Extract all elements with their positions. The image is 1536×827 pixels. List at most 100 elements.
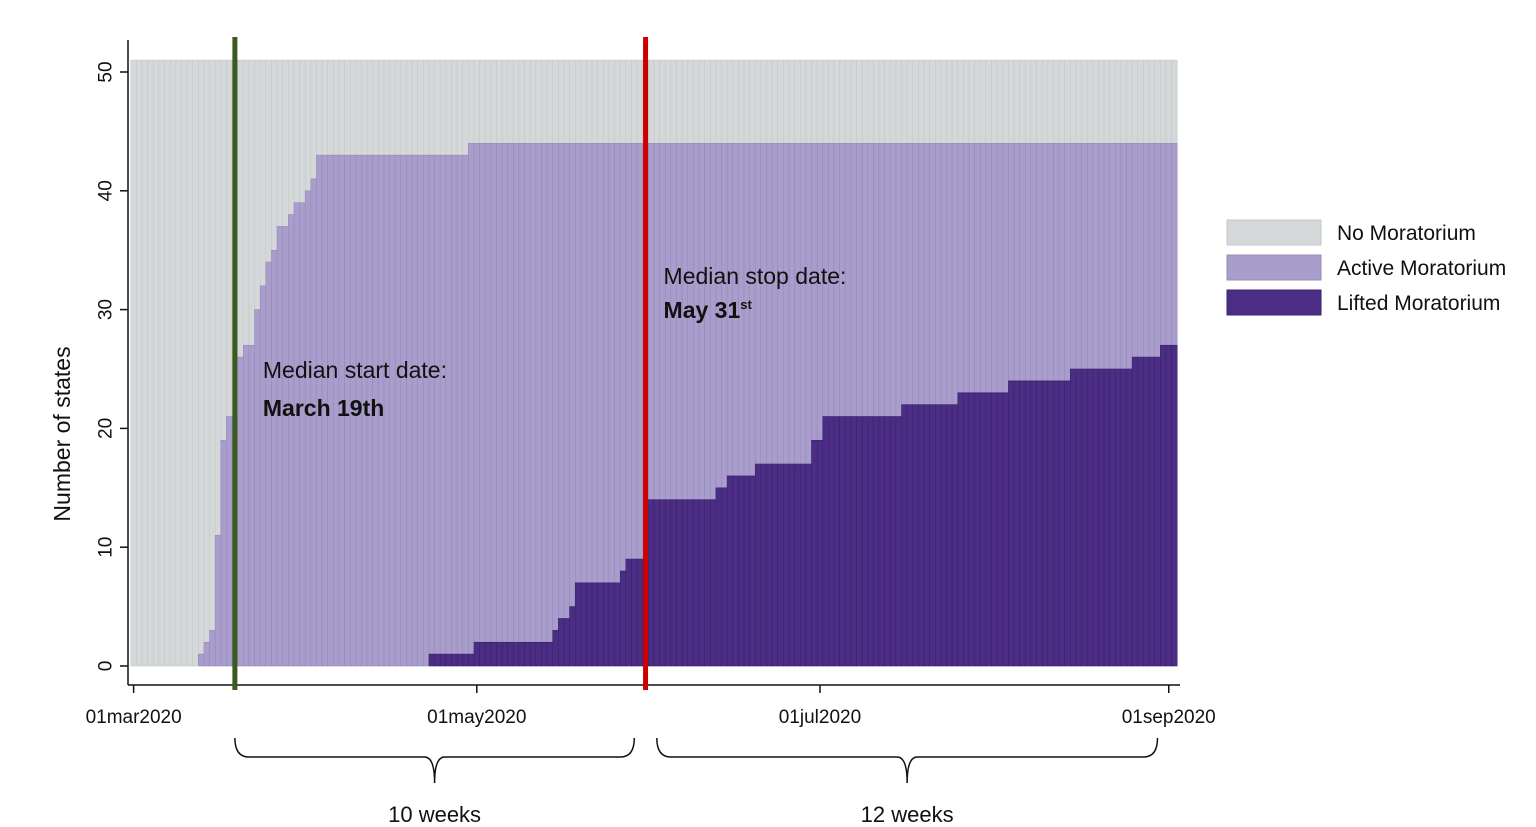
bar-no-moratorium-2020-04-01 (304, 59, 312, 192)
bar-no-moratorium-2020-08-31 (1160, 59, 1167, 144)
bar-no-moratorium-2020-08-06 (1019, 59, 1026, 144)
bar-no-moratorium-2020-04-06 (333, 59, 340, 156)
legend-label-0: No Moratorium (1337, 222, 1476, 245)
bar-no-moratorium-2020-06-16 (732, 59, 739, 144)
bar-no-moratorium-2020-07-02 (822, 59, 829, 144)
bar-no-moratorium-2020-03-09 (175, 59, 182, 667)
bar-active-moratorium-2020-04-20 (411, 154, 419, 667)
bar-no-moratorium-2020-03-07 (164, 59, 171, 667)
bar-active-moratorium-2020-08-12 (1053, 142, 1060, 382)
bar-active-moratorium-2020-06-29 (805, 142, 812, 465)
bar-no-moratorium-2020-05-17 (563, 59, 570, 144)
bar-lifted-moratorium-2020-05-11 (529, 641, 537, 667)
bar-active-moratorium-2020-07-16 (901, 142, 908, 405)
bar-no-moratorium-2020-03-01 (130, 59, 137, 667)
bar-lifted-moratorium-2020-06-05 (670, 499, 677, 667)
bar-lifted-moratorium-2020-07-30 (979, 392, 987, 667)
bar-lifted-moratorium-2020-05-15 (552, 630, 559, 667)
annotation-label-stop: Median stop date: (664, 263, 847, 289)
bar-active-moratorium-2020-08-14 (1064, 142, 1071, 382)
bar-active-moratorium-2020-05-03 (484, 142, 492, 643)
bar-no-moratorium-2020-06-11 (704, 59, 711, 144)
bar-active-moratorium-2020-04-01 (304, 190, 312, 667)
bar-active-moratorium-2020-04-21 (417, 154, 424, 667)
bar-no-moratorium-2020-03-13 (198, 59, 205, 655)
bar-active-moratorium-2020-06-23 (771, 142, 779, 465)
bar-active-moratorium-2020-05-28 (625, 142, 632, 560)
bar-active-moratorium-2020-07-28 (968, 142, 975, 394)
bar-no-moratorium-2020-08-17 (1081, 59, 1088, 144)
bar-lifted-moratorium-2020-04-26 (445, 653, 452, 667)
bar-lifted-moratorium-2020-07-08 (856, 416, 863, 667)
bar-no-moratorium-2020-04-28 (456, 59, 464, 156)
bar-no-moratorium-2020-07-29 (974, 59, 981, 144)
bar-active-moratorium-2020-06-21 (760, 142, 767, 465)
bar-active-moratorium-2020-05-02 (479, 142, 486, 643)
bar-active-moratorium-2020-06-20 (754, 142, 762, 465)
bar-active-moratorium-2020-05-01 (473, 142, 480, 643)
bar-no-moratorium-2020-06-23 (771, 59, 779, 144)
bar-no-moratorium-2020-04-18 (400, 59, 407, 156)
bar-lifted-moratorium-2020-06-30 (811, 439, 818, 667)
bar-no-moratorium-2020-07-16 (901, 59, 908, 144)
bar-no-moratorium-2020-05-28 (625, 59, 632, 144)
bar-active-moratorium-2020-08-09 (1036, 142, 1043, 382)
x-tick-label-01sep2020: 01sep2020 (1122, 707, 1216, 728)
bar-active-moratorium-2020-05-30 (636, 142, 644, 560)
bar-no-moratorium-2020-08-01 (991, 59, 998, 144)
bar-no-moratorium-2020-08-16 (1075, 59, 1082, 144)
bar-active-moratorium-2020-05-26 (614, 142, 621, 584)
bar-lifted-moratorium-2020-07-28 (968, 392, 975, 667)
bar-lifted-moratorium-2020-07-05 (839, 416, 846, 667)
bar-active-moratorium-2020-08-26 (1131, 142, 1139, 358)
bar-no-moratorium-2020-03-31 (299, 59, 306, 203)
bar-lifted-moratorium-2020-05-02 (479, 641, 486, 667)
annotation-label-start: Median start date: (263, 357, 447, 383)
bar-no-moratorium-2020-08-04 (1008, 59, 1015, 144)
legend: No Moratorium Active Moratorium Lifted Mor… (1226, 219, 1506, 316)
bar-no-moratorium-2020-05-30 (636, 59, 644, 144)
bar-active-moratorium-2020-08-05 (1013, 142, 1020, 382)
bar-no-moratorium-2020-07-04 (833, 59, 840, 144)
bar-active-moratorium-2020-05-22 (591, 142, 599, 584)
bar-lifted-moratorium-2020-04-28 (456, 653, 464, 667)
legend-swatch-1 (1226, 254, 1322, 281)
bar-no-moratorium-2020-08-29 (1148, 59, 1155, 144)
bar-no-moratorium-2020-06-25 (783, 59, 790, 144)
bar-lifted-moratorium-2020-05-20 (580, 582, 587, 667)
bar-no-moratorium-2020-06-01 (648, 59, 655, 144)
bar-no-moratorium-2020-05-11 (529, 59, 537, 144)
bar-active-moratorium-2020-08-10 (1041, 142, 1049, 382)
bar-no-moratorium-2020-05-22 (591, 59, 599, 144)
bar-lifted-moratorium-2020-06-19 (749, 475, 756, 667)
bar-no-moratorium-2020-08-10 (1041, 59, 1049, 144)
bar-lifted-moratorium-2020-05-17 (563, 618, 570, 667)
bar-active-moratorium-2020-08-15 (1069, 142, 1077, 370)
bar-active-moratorium-2020-05-15 (552, 142, 559, 631)
bar-no-moratorium-2020-03-12 (192, 59, 199, 667)
bar-active-moratorium-2020-03-31 (299, 202, 306, 667)
bar-no-moratorium-2020-08-25 (1126, 59, 1133, 144)
bar-active-moratorium-2020-06-27 (794, 142, 801, 465)
bar-active-moratorium-2020-04-16 (389, 154, 396, 667)
bar-lifted-moratorium-2020-06-14 (721, 487, 728, 667)
bar-lifted-moratorium-2020-08-31 (1160, 344, 1167, 667)
bar-no-moratorium-2020-07-11 (873, 59, 880, 144)
bar-no-moratorium-2020-08-21 (1103, 59, 1110, 144)
bar-no-moratorium-2020-05-21 (586, 59, 593, 144)
bar-active-moratorium-2020-05-16 (558, 142, 565, 619)
bar-no-moratorium-2020-07-27 (963, 59, 970, 144)
bar-lifted-moratorium-2020-08-22 (1109, 368, 1116, 667)
bar-no-moratorium-2020-08-22 (1109, 59, 1116, 144)
bar-no-moratorium-2020-04-03 (316, 59, 323, 156)
bar-lifted-moratorium-2020-05-08 (513, 641, 520, 667)
bar-no-moratorium-2020-07-03 (828, 59, 835, 144)
bar-active-moratorium-2020-08-19 (1092, 142, 1099, 370)
y-tick-label-40: 40 (96, 180, 117, 201)
bar-no-moratorium-2020-07-26 (957, 59, 964, 144)
bar-no-moratorium-2020-04-25 (439, 59, 447, 156)
bar-active-moratorium-2020-06-24 (777, 142, 784, 465)
bar-active-moratorium-2020-03-14 (203, 641, 210, 667)
bar-no-moratorium-2020-03-22 (248, 59, 255, 346)
annotation-date-start: March 19th (263, 395, 384, 421)
